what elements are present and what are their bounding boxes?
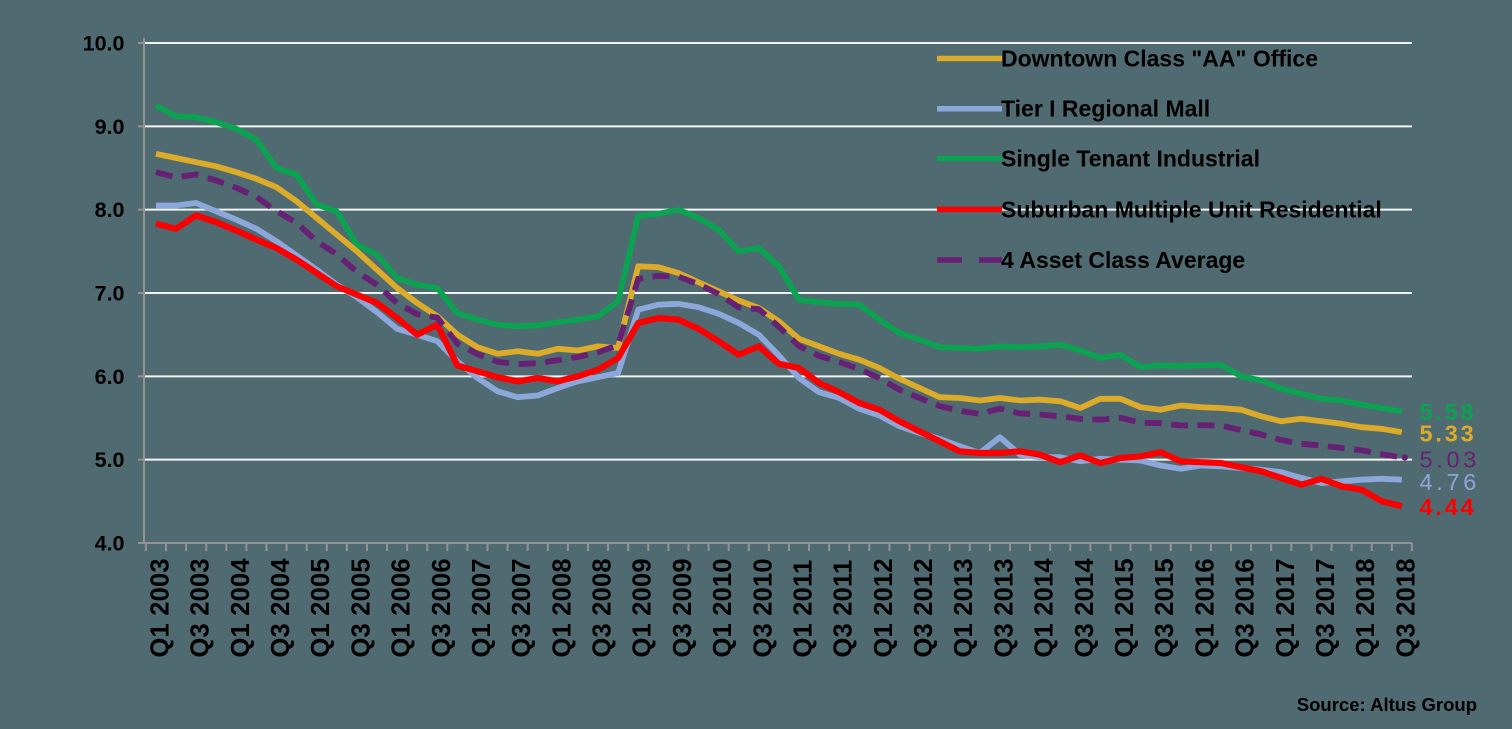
svg-text:4 Asset Class Average: 4 Asset Class Average — [1001, 247, 1245, 273]
svg-text:Q1 2016: Q1 2016 — [1191, 558, 1219, 657]
svg-text:Q1 2017: Q1 2017 — [1272, 558, 1300, 657]
svg-text:Q1 2006: Q1 2006 — [388, 558, 416, 657]
svg-text:Q1 2014: Q1 2014 — [1031, 558, 1059, 658]
svg-text:Q1 2007: Q1 2007 — [468, 558, 496, 657]
svg-text:5.03: 5.03 — [1420, 447, 1481, 473]
svg-text:Q3 2004: Q3 2004 — [267, 558, 295, 658]
svg-text:4.0: 4.0 — [95, 532, 125, 556]
svg-text:Q1 2009: Q1 2009 — [629, 558, 657, 657]
svg-text:5.0: 5.0 — [95, 448, 125, 472]
svg-text:7.0: 7.0 — [95, 282, 125, 306]
svg-text:Q1 2005: Q1 2005 — [307, 558, 335, 657]
svg-text:5.58: 5.58 — [1420, 399, 1477, 425]
svg-text:Q3 2018: Q3 2018 — [1392, 558, 1420, 657]
svg-text:Q1 2008: Q1 2008 — [548, 558, 576, 657]
svg-text:Downtown Class "AA" Office: Downtown Class "AA" Office — [1001, 46, 1318, 72]
svg-text:Q3 2005: Q3 2005 — [347, 558, 375, 657]
svg-text:5.33: 5.33 — [1420, 421, 1477, 447]
svg-text:Q3 2009: Q3 2009 — [669, 558, 697, 657]
svg-text:Q1 2004: Q1 2004 — [227, 558, 255, 658]
svg-text:Q1 2015: Q1 2015 — [1111, 558, 1139, 657]
svg-text:Q1 2012: Q1 2012 — [870, 558, 898, 657]
svg-text:10.0: 10.0 — [83, 32, 125, 56]
svg-text:Q3 2017: Q3 2017 — [1312, 558, 1340, 657]
svg-text:Q3 2016: Q3 2016 — [1232, 558, 1260, 657]
svg-text:8.0: 8.0 — [95, 198, 125, 222]
svg-text:Q3 2014: Q3 2014 — [1071, 558, 1099, 658]
svg-text:Q3 2006: Q3 2006 — [428, 558, 456, 657]
svg-text:Q3 2015: Q3 2015 — [1151, 558, 1179, 657]
svg-text:6.0: 6.0 — [95, 365, 125, 389]
svg-text:Q3 2013: Q3 2013 — [990, 558, 1018, 657]
svg-text:Q1 2018: Q1 2018 — [1352, 558, 1380, 657]
svg-text:Q3 2007: Q3 2007 — [508, 558, 536, 657]
svg-text:Q3 2003: Q3 2003 — [187, 558, 215, 657]
svg-text:Q1 2010: Q1 2010 — [709, 558, 737, 657]
svg-text:Q1 2013: Q1 2013 — [950, 558, 978, 657]
svg-text:4.76: 4.76 — [1420, 469, 1481, 495]
svg-text:Q3 2012: Q3 2012 — [910, 558, 938, 657]
svg-text:Q3 2010: Q3 2010 — [749, 558, 777, 657]
svg-text:Source: Altus Group: Source: Altus Group — [1297, 694, 1477, 715]
svg-text:Q1 2003: Q1 2003 — [146, 558, 174, 657]
svg-text:Q1 2011: Q1 2011 — [790, 560, 818, 658]
svg-text:Q3 2011: Q3 2011 — [830, 560, 858, 658]
svg-text:4.44: 4.44 — [1420, 494, 1477, 520]
svg-text:Suburban Multiple Unit Residen: Suburban Multiple Unit Residential — [1001, 196, 1382, 222]
svg-text:Single Tenant Industrial: Single Tenant Industrial — [1001, 146, 1260, 172]
svg-text:9.0: 9.0 — [95, 115, 125, 139]
svg-text:Q3 2008: Q3 2008 — [589, 558, 617, 657]
svg-text:Tier I Regional Mall: Tier I Regional Mall — [1001, 96, 1210, 122]
